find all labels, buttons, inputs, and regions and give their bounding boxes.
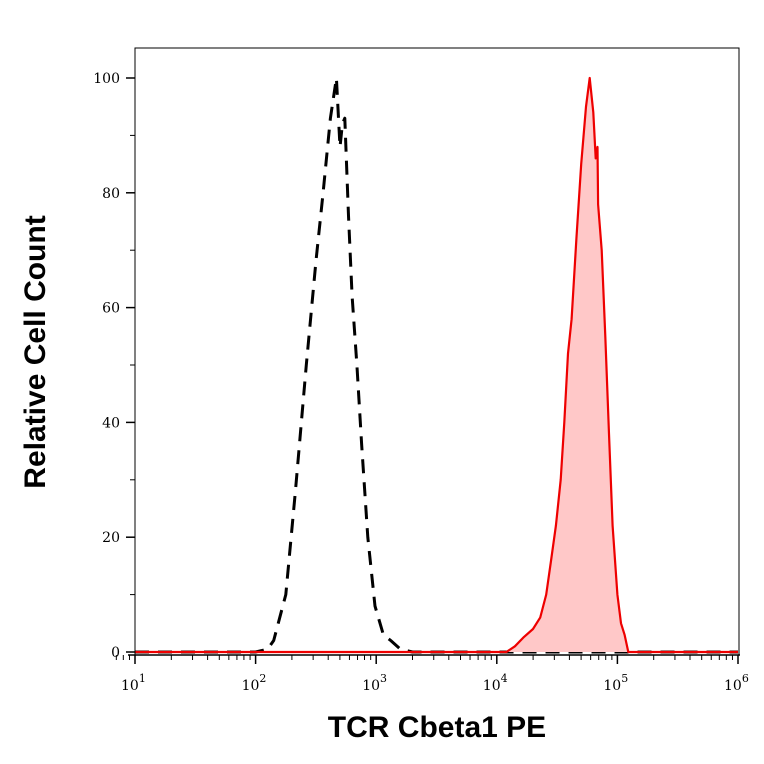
x-tick-label: 104 — [483, 672, 508, 694]
y-tick-label: 20 — [102, 530, 120, 546]
y-tick-label: 60 — [102, 301, 120, 317]
y-tick-label: 100 — [93, 71, 120, 87]
x-tick-base: 10 — [242, 678, 260, 694]
series-line-0 — [135, 76, 738, 654]
x-tick-exponent: 3 — [380, 672, 387, 685]
x-tick-base: 10 — [483, 678, 501, 694]
x-tick-label: 106 — [724, 672, 749, 694]
x-tick-exponent: 6 — [742, 672, 749, 685]
x-tick-label: 101 — [121, 672, 146, 694]
x-tick-base: 10 — [121, 678, 139, 694]
y-axis: 0 20 40 60 80 100 — [93, 71, 135, 661]
series-layer — [135, 76, 738, 654]
y-axis-title: Relative Cell Count — [19, 215, 52, 488]
x-tick-base: 10 — [362, 678, 380, 694]
x-tick-exponent: 5 — [621, 672, 628, 685]
x-tick-label: 103 — [362, 672, 387, 694]
y-tick-label: 40 — [102, 415, 120, 431]
x-tick-base: 10 — [603, 678, 621, 694]
x-axis-title: TCR Cbeta1 PE — [328, 711, 546, 744]
x-tick-label: 102 — [242, 672, 267, 694]
plot-frame — [134, 47, 740, 656]
series-line-1 — [135, 76, 738, 654]
x-tick-exponent: 2 — [259, 672, 266, 685]
series-fill-1 — [135, 78, 738, 652]
x-tick-base: 10 — [724, 678, 742, 694]
y-tick-label: 0 — [111, 645, 120, 661]
x-tick-exponent: 4 — [501, 672, 508, 685]
x-axis: 101 102 103 104 105 106 — [115, 654, 749, 694]
y-tick-label: 80 — [102, 186, 120, 202]
x-tick-exponent: 1 — [139, 672, 146, 685]
x-tick-label: 105 — [603, 672, 628, 694]
